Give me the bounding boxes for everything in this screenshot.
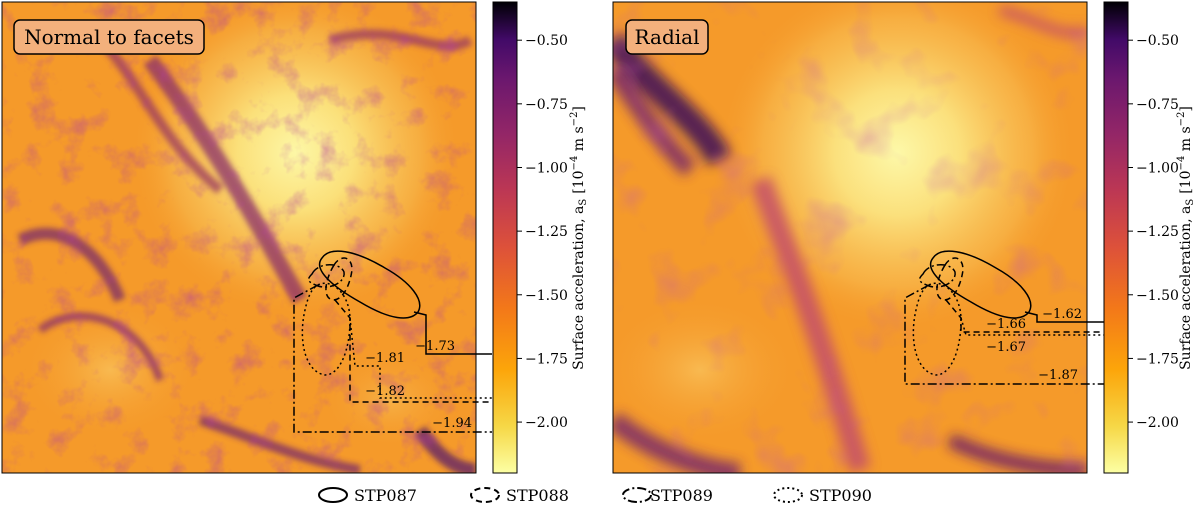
right-colorbar: −0.50 −0.75 −1.00 −1.25 −1.50 −1.75 −2.00 Surf…: [1103, 1, 1196, 474]
right-colorbar-tick-label: −1.25: [1136, 224, 1179, 240]
right-leader-stp087: [1024, 311, 1104, 323]
legend-label-stp090: STP090: [809, 486, 872, 505]
right-colorbar-tick-label: −0.50: [1136, 33, 1179, 49]
left-colorbar-tick-label: −1.00: [525, 160, 568, 176]
right-colorbar-label-units: [10: [1178, 170, 1194, 193]
left-colorbar-label-units2: m s: [571, 126, 587, 155]
right-colorbar-tick-label: −2.00: [1136, 415, 1179, 431]
right-region-stp087: [930, 250, 1032, 319]
right-colorbar-label-text: Surface acceleration, a: [1178, 206, 1194, 370]
left-region-stp090: [301, 282, 351, 376]
right-annot-stp090: −1.67: [986, 340, 1026, 355]
left-annot-stp088: −1.82: [365, 384, 405, 399]
left-region-stp089: [307, 264, 345, 288]
legend-entry-stp087: STP087: [318, 486, 417, 505]
left-leader-stp087: [413, 311, 492, 355]
left-annotations: −1.73 −1.81 −1.82 −1.94: [365, 339, 472, 431]
left-colorbar-tick-label: −1.75: [525, 351, 568, 367]
right-annotations: −1.62 −1.66 −1.67 −1.87: [986, 307, 1082, 383]
left-regions: [293, 250, 492, 433]
left-heatmap: [2, 2, 476, 473]
right-heatmap: [613, 2, 1087, 473]
right-colorbar-tick-label: −1.00: [1136, 160, 1179, 176]
left-colorbar-tick-label: −1.25: [525, 224, 568, 240]
right-leader-stp090: [960, 317, 1104, 336]
legend-label-stp089: STP089: [650, 486, 713, 505]
legend-swatch-stp087: [318, 487, 348, 503]
right-regions: [904, 250, 1104, 385]
legend-entry-stp090: STP090: [773, 486, 872, 505]
left-leader-stp089: [293, 284, 492, 433]
legend-entry-stp089: STP089: [622, 486, 713, 505]
right-colorbar-label-units2: m s: [1178, 126, 1194, 155]
legend-label-stp087: STP087: [354, 486, 417, 505]
right-colorbar-label-sub: S: [1185, 199, 1196, 206]
left-leader-stp088: [334, 299, 492, 403]
left-panel-title: Normal to facets: [24, 25, 194, 49]
right-region-stp090: [912, 282, 962, 376]
legend: STP087 STP088 STP089 STP090: [318, 486, 872, 505]
left-colorbar-ticks: −0.50 −0.75 −1.00 −1.25 −1.50 −1.75 −2.00: [517, 33, 568, 431]
left-colorbar-tick-label: −0.50: [525, 33, 568, 49]
left-colorbar-label-units: [10: [571, 170, 587, 193]
legend-entry-stp088: STP088: [470, 486, 569, 505]
right-colorbar-tick-label: −0.75: [1136, 97, 1179, 113]
right-colorbar-label-exp2: −2: [1176, 112, 1187, 127]
left-colorbar-label-exp: −4: [569, 156, 580, 171]
left-colorbar: −0.50 −0.75 −1.00 −1.25 −1.50 −1.75 −2.00 Surf…: [492, 1, 589, 474]
left-colorbar-label-text: Surface acceleration, a: [571, 206, 587, 370]
legend-swatch-stp090: [773, 487, 803, 503]
right-colorbar-tick-label: −1.50: [1136, 288, 1179, 304]
left-region-stp087: [319, 250, 421, 319]
left-colorbar-label-close: ]: [571, 106, 587, 111]
right-colorbar-label-close: ]: [1178, 106, 1194, 111]
left-annot-stp087: −1.73: [415, 339, 455, 354]
right-annot-stp089: −1.87: [1038, 368, 1078, 383]
left-colorbar-label-sub: S: [578, 199, 589, 206]
right-colorbar-label-exp: −4: [1176, 156, 1187, 171]
right-annot-stp087: −1.62: [1042, 307, 1082, 322]
right-colorbar-label: Surface acceleration, aS [10−4 m s−2]: [1176, 106, 1196, 370]
legend-label-stp088: STP088: [506, 486, 569, 505]
left-colorbar-tick-label: −1.50: [525, 288, 568, 304]
right-leader-stp089: [904, 284, 1104, 385]
left-colorbar-tick-label: −0.75: [525, 97, 568, 113]
left-colorbar-label: Surface acceleration, aS [10−4 m s−2]: [569, 106, 589, 370]
right-colorbar-ticks: −0.50 −0.75 −1.00 −1.25 −1.50 −1.75 −2.00: [1128, 33, 1179, 431]
left-panel-label: Normal to facets: [13, 19, 205, 55]
right-annot-stp088: −1.66: [986, 317, 1026, 332]
legend-swatch-stp089: [622, 487, 652, 503]
right-panel-label: Radial: [625, 19, 709, 55]
left-annot-stp089: −1.94: [432, 416, 472, 431]
right-region-stp089: [918, 264, 956, 288]
legend-swatch-stp088: [470, 487, 500, 503]
left-colorbar-label-exp2: −2: [569, 112, 580, 127]
right-axes-frame: [612, 1, 1088, 474]
right-colorbar-tick-label: −1.75: [1136, 351, 1179, 367]
right-panel-title: Radial: [635, 25, 700, 49]
left-axes-frame: [1, 1, 477, 474]
left-annot-stp090: −1.81: [365, 351, 405, 366]
left-colorbar-tick-label: −2.00: [525, 415, 568, 431]
